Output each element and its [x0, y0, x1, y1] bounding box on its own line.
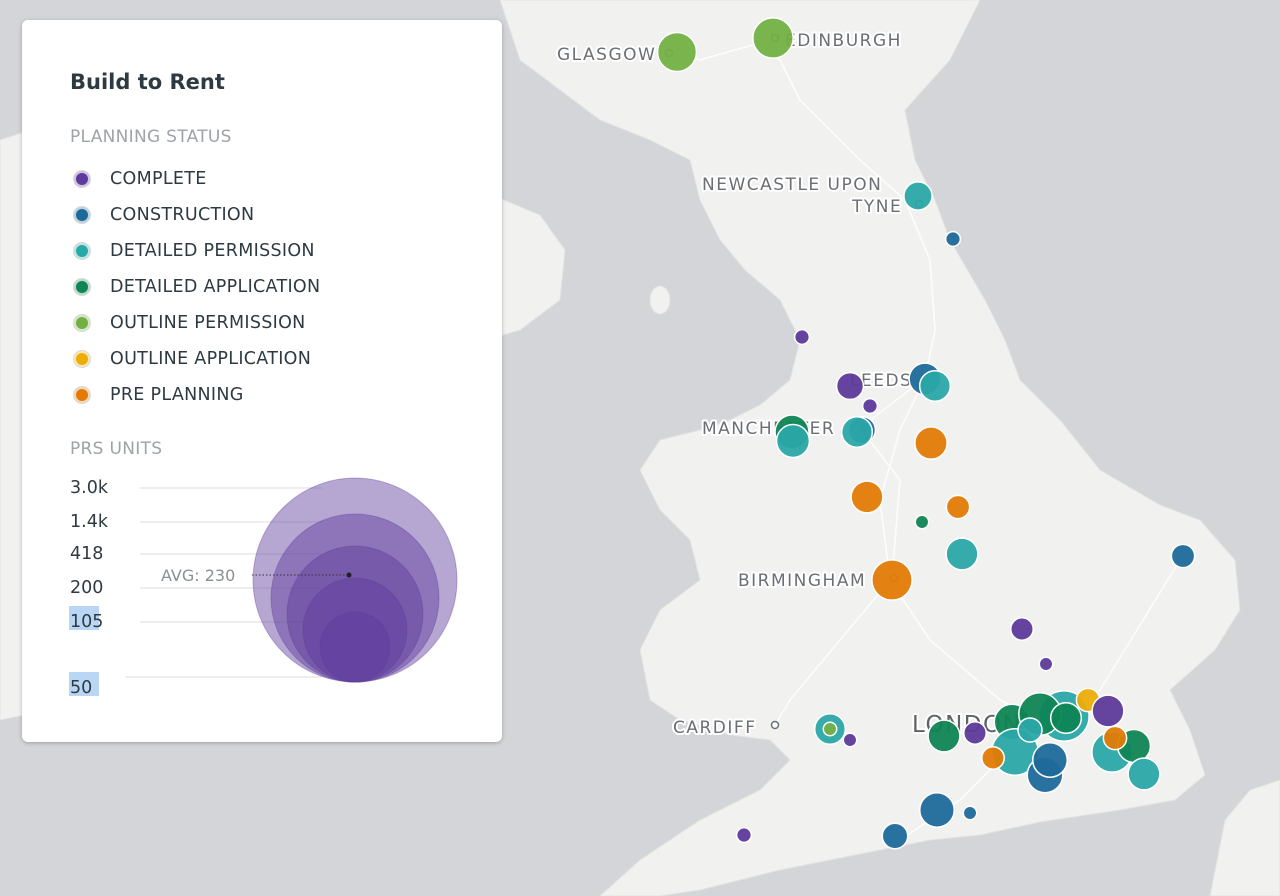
city-dot — [770, 720, 780, 730]
legend-item-detailed-permission[interactable]: DETAILED PERMISSION — [70, 233, 320, 269]
isle-of-man — [649, 285, 671, 315]
site-marker-construction[interactable] — [919, 792, 955, 828]
legend-item-construction[interactable]: CONSTRUCTION — [70, 197, 320, 233]
site-marker-construction[interactable] — [944, 230, 962, 248]
site-marker-complete[interactable] — [861, 397, 879, 415]
legend-label: DETAILED PERMISSION — [110, 241, 315, 261]
site-marker-detailed-permission[interactable] — [1017, 717, 1043, 743]
legend-item-outline-application[interactable]: OUTLINE APPLICATION — [70, 341, 320, 377]
status-legend: COMPLETE CONSTRUCTION DETAILED PERMISSION D… — [70, 161, 320, 413]
city-label-manchester: MANCHESTER — [702, 419, 835, 439]
site-marker-construction[interactable] — [1170, 543, 1196, 569]
legend-dot — [74, 171, 90, 187]
site-marker-detailed-permission[interactable] — [1127, 757, 1161, 791]
city-label-tyne: TYNE — [851, 197, 902, 217]
site-marker-complete[interactable] — [963, 721, 987, 745]
size-bubble — [252, 477, 458, 683]
size-tick-label: 1.4k — [70, 512, 109, 532]
site-marker-complete[interactable] — [793, 328, 811, 346]
site-marker-pre-planning[interactable] — [1102, 725, 1128, 751]
site-marker-outline-permission[interactable] — [752, 17, 794, 59]
legend-item-pre-planning[interactable]: PRE PLANNING — [70, 377, 320, 413]
legend-dot — [74, 351, 90, 367]
legend-item-outline-permission[interactable]: OUTLINE PERMISSION — [70, 305, 320, 341]
city-label-glasgow: GLASGOW — [557, 45, 656, 65]
site-marker-detailed-application[interactable] — [914, 514, 930, 530]
site-marker-complete[interactable] — [735, 826, 753, 844]
legend-label: PRE PLANNING — [110, 385, 244, 405]
legend-label: OUTLINE APPLICATION — [110, 349, 312, 369]
size-bubble — [270, 513, 440, 683]
size-tick-label: 200 — [70, 578, 103, 598]
france-landmass — [1209, 779, 1280, 896]
legend-dot — [74, 279, 90, 295]
site-marker-detailed-application[interactable] — [927, 719, 961, 753]
site-marker-complete[interactable] — [842, 732, 858, 748]
legend-label: OUTLINE PERMISSION — [110, 313, 306, 333]
legend-dot — [74, 243, 90, 259]
site-marker-detailed-application[interactable] — [1049, 701, 1083, 735]
size-tick-label: 418 — [70, 544, 103, 564]
site-marker-complete[interactable] — [835, 371, 865, 401]
avg-label: AVG: 230 — [161, 566, 235, 585]
site-marker-construction[interactable] — [1032, 742, 1068, 778]
tick-highlight — [69, 606, 99, 630]
site-marker-pre-planning[interactable] — [871, 559, 913, 601]
site-marker-complete[interactable] — [1010, 617, 1034, 641]
panel-title: Build to Rent — [70, 70, 225, 94]
planning-status-heading: PLANNING STATUS — [70, 127, 232, 147]
site-marker-detailed-permission[interactable] — [840, 415, 874, 449]
city-label-birmingham: BIRMINGHAM — [738, 571, 866, 591]
legend-item-detailed-application[interactable]: DETAILED APPLICATION — [70, 269, 320, 305]
city-label-cardiff: CARDIFF — [673, 718, 756, 738]
size-bubble — [302, 577, 408, 683]
legend-label: DETAILED APPLICATION — [110, 277, 321, 297]
site-marker-construction[interactable] — [962, 805, 978, 821]
site-marker-outline-permission[interactable] — [822, 721, 838, 737]
size-legend: 3.0k 1.4k 418 200 105 50 AVG: 230 — [69, 477, 458, 698]
site-marker-detailed-permission[interactable] — [918, 369, 952, 403]
size-bubble — [286, 545, 424, 683]
site-marker-detailed-permission[interactable] — [903, 181, 933, 211]
site-marker-pre-planning[interactable] — [914, 426, 948, 460]
city-label-edinburgh: EDINBURGH — [785, 31, 902, 51]
legend-label: COMPLETE — [110, 169, 207, 189]
legend-item-complete[interactable]: COMPLETE — [70, 161, 320, 197]
legend-dot — [74, 207, 90, 223]
size-tick-label: 105 — [70, 612, 103, 632]
site-marker-complete[interactable] — [1091, 694, 1125, 728]
legend-dot — [74, 315, 90, 331]
great-britain-landmass — [499, 0, 1241, 896]
legend-dot — [74, 387, 90, 403]
city-label-newcastle-upon: NEWCASTLE UPON — [702, 175, 882, 195]
site-marker-outline-permission[interactable] — [656, 31, 698, 73]
site-marker-complete[interactable] — [1038, 656, 1054, 672]
site-marker-pre-planning[interactable] — [981, 746, 1005, 770]
site-marker-detailed-permission[interactable] — [775, 423, 811, 459]
site-markers — [656, 17, 1196, 850]
size-tick-label: 3.0k — [70, 478, 109, 498]
tick-highlight — [69, 672, 99, 696]
size-bubble — [319, 611, 391, 683]
site-marker-detailed-permission[interactable] — [945, 537, 979, 571]
site-marker-construction[interactable] — [881, 822, 909, 850]
size-tick-label: 50 — [70, 678, 92, 698]
avg-pointer-dot — [346, 572, 352, 578]
legend-panel: Build to Rent PLANNING STATUS COMPLETE CO… — [22, 20, 502, 742]
legend-label: CONSTRUCTION — [110, 205, 255, 225]
site-marker-pre-planning[interactable] — [945, 494, 971, 520]
site-marker-pre-planning[interactable] — [850, 480, 884, 514]
prs-units-heading: PRS UNITS — [70, 439, 163, 459]
